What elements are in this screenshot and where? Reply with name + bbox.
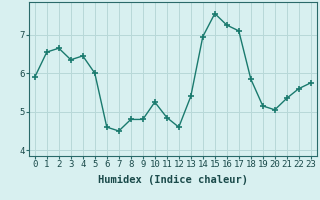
X-axis label: Humidex (Indice chaleur): Humidex (Indice chaleur) xyxy=(98,175,248,185)
